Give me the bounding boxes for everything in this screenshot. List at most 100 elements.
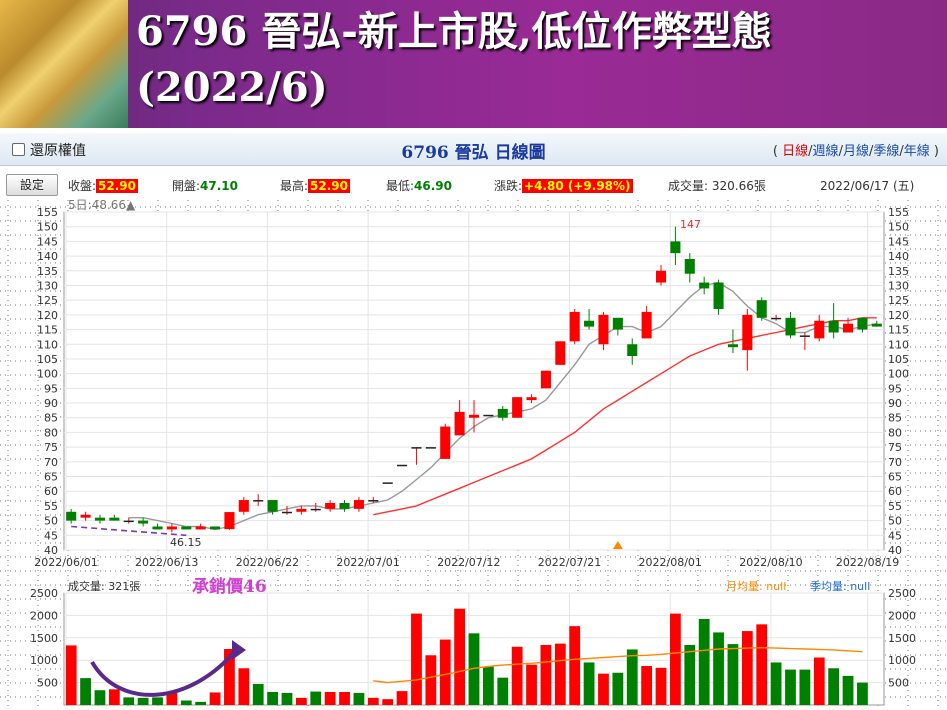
y-tick-label-right: 100	[888, 368, 909, 381]
volume-bar	[252, 683, 264, 705]
volume-bar	[785, 669, 796, 705]
volume-bar	[137, 697, 149, 705]
high-label: 最高:	[280, 179, 309, 193]
volume-bar	[382, 699, 394, 705]
y-tick-label-left: 85	[44, 412, 58, 425]
sep: /	[838, 144, 843, 159]
volume-bar	[598, 673, 609, 705]
candle-body	[468, 414, 480, 418]
volume-bar	[166, 692, 178, 705]
vol-tick-label-left: 2500	[30, 587, 58, 600]
candle-body	[540, 370, 551, 389]
volume-bar	[828, 668, 840, 705]
volume-bar	[554, 643, 566, 705]
volume-bar	[281, 692, 293, 705]
y-tick-label-left: 80	[44, 426, 58, 439]
y-tick-label-right: 145	[888, 235, 909, 248]
candle-body	[181, 526, 192, 530]
high-value: 52.90	[308, 179, 351, 193]
y-tick-label-right: 110	[888, 338, 909, 351]
candle-body	[612, 317, 623, 330]
candle-body	[871, 323, 882, 327]
volume-bar	[655, 667, 667, 705]
period-switcher: ( 日線/週線/月線/季線/年線 )	[773, 140, 939, 159]
y-tick-label-left: 120	[37, 309, 58, 322]
vol-tick-label-right: 2500	[888, 587, 916, 600]
candle-body	[224, 512, 235, 530]
period-weekly[interactable]: 週線	[812, 144, 839, 159]
candle-body	[310, 508, 321, 511]
y-tick-label-left: 40	[44, 544, 58, 557]
volume-bar	[224, 649, 235, 705]
sep: /	[868, 144, 874, 159]
volume-bar	[857, 682, 868, 705]
volume-bar	[295, 697, 307, 705]
restore-checkbox[interactable]	[12, 143, 25, 156]
period-monthly[interactable]: 月線	[842, 144, 869, 159]
volume-bar	[670, 613, 681, 705]
open-field: 開盤:47.10	[172, 177, 238, 194]
candle-body	[713, 282, 724, 309]
volume-bar	[612, 672, 624, 705]
y-tick-label-right: 85	[888, 412, 902, 425]
y-tick-label-right: 140	[888, 250, 909, 263]
y-tick-label-left: 55	[44, 500, 58, 513]
volume-bar	[195, 701, 207, 705]
y-tick-label-left: 155	[37, 206, 58, 219]
candle-body	[210, 526, 221, 530]
y-tick-label-right: 115	[888, 324, 909, 337]
low-label: 最低:	[386, 179, 415, 193]
candle-body	[152, 526, 163, 530]
volume-bar	[209, 692, 221, 705]
volume-bar	[813, 657, 825, 705]
candle-body	[123, 520, 134, 523]
volume-bar	[540, 644, 552, 705]
y-tick-label-left: 130	[37, 279, 58, 292]
x-tick-label: 2022/08/19	[836, 556, 899, 569]
y-tick-label-left: 50	[44, 515, 58, 528]
y-tick-label-left: 115	[37, 324, 58, 337]
period-quarterly[interactable]: 季線	[873, 144, 900, 159]
candle-body	[238, 500, 249, 512]
low-value: 46.90	[414, 179, 453, 193]
volume-bar	[396, 691, 408, 705]
paren-close: )	[933, 144, 939, 159]
banner-title: 6796 晉弘-新上市股,低位作弊型態 (2022/6)	[136, 8, 772, 111]
volume-label: 成交量: 321張	[68, 580, 141, 593]
y-tick-label-right: 75	[888, 441, 902, 454]
volume-bar	[65, 645, 77, 705]
vol-month-avg: 月均量: null	[726, 580, 787, 593]
sep: /	[808, 144, 813, 159]
volume-bar	[267, 692, 278, 705]
y-tick-label-left: 90	[44, 397, 58, 410]
y-tick-label-left: 135	[37, 265, 58, 278]
candle-body	[727, 344, 738, 348]
ma5-readout: 5日:48.66▲	[68, 198, 136, 212]
y-tick-label-right: 70	[888, 456, 902, 469]
y-tick-label-right: 50	[888, 515, 902, 528]
candle-body	[339, 502, 350, 509]
vol-tick-label-right: 1500	[888, 632, 916, 645]
vol-quarter-avg: 季均量: null	[810, 580, 871, 593]
volume-bar	[511, 646, 523, 705]
volume-bar	[741, 631, 753, 705]
candle-body	[843, 323, 854, 333]
candle-body	[756, 300, 767, 318]
y-tick-label-left: 145	[37, 235, 58, 248]
candle-body	[483, 414, 494, 417]
settings-button[interactable]: 設定	[6, 174, 58, 196]
x-tick-label: 2022/07/21	[538, 556, 601, 569]
y-tick-label-right: 40	[888, 544, 902, 557]
vol-tick-label-left: 1000	[30, 654, 58, 667]
x-tick-label: 2022/06/22	[236, 556, 299, 569]
volume-ma-line	[373, 646, 863, 684]
period-yearly[interactable]: 年線	[903, 144, 930, 159]
volume-bar	[439, 639, 451, 705]
candle-body	[742, 314, 753, 351]
volume-bar	[713, 632, 724, 705]
candle-body	[641, 311, 652, 339]
candle-body	[109, 517, 120, 521]
vol-tick-label-left: 1500	[30, 632, 58, 645]
period-daily[interactable]: 日線	[782, 144, 809, 159]
